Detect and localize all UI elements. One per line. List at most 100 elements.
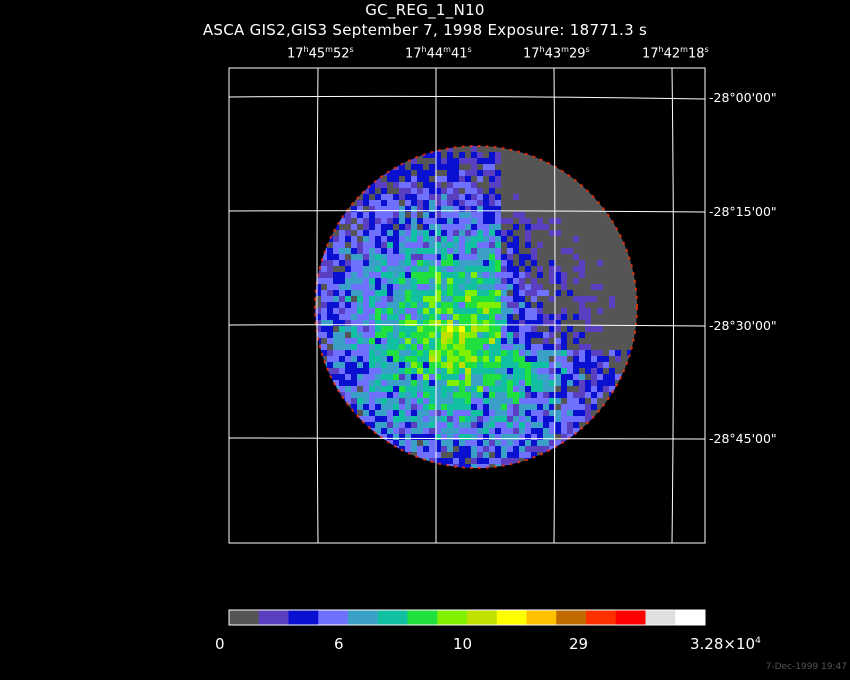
image-pixel [531, 302, 537, 308]
image-pixel [345, 368, 351, 374]
image-pixel [357, 242, 363, 248]
image-pixel [513, 272, 519, 278]
image-pixel [519, 236, 525, 242]
image-pixel [471, 212, 477, 218]
image-pixel [477, 338, 483, 344]
image-pixel [573, 326, 579, 332]
image-pixel [441, 272, 447, 278]
image-pixel [531, 260, 537, 266]
image-pixel [495, 176, 501, 182]
image-pixel [435, 458, 441, 464]
image-pixel [519, 158, 525, 164]
image-pixel [387, 356, 393, 362]
image-pixel [573, 410, 579, 416]
image-pixel [465, 284, 471, 290]
image-pixel [525, 218, 531, 224]
image-pixel [393, 296, 399, 302]
image-pixel [477, 440, 483, 446]
image-pixel [513, 242, 519, 248]
image-pixel [381, 206, 387, 212]
image-pixel [537, 290, 543, 296]
image-pixel [555, 200, 561, 206]
image-pixel [555, 326, 561, 332]
image-pixel [315, 278, 321, 284]
image-pixel [465, 350, 471, 356]
image-pixel [459, 326, 465, 332]
image-pixel [453, 314, 459, 320]
image-pixel [507, 386, 513, 392]
image-pixel [465, 266, 471, 272]
image-pixel [561, 368, 567, 374]
image-pixel [369, 356, 375, 362]
image-pixel [375, 236, 381, 242]
image-pixel [381, 344, 387, 350]
image-pixel [513, 224, 519, 230]
image-pixel [597, 236, 603, 242]
image-pixel [387, 416, 393, 422]
image-pixel [375, 428, 381, 434]
image-pixel [531, 182, 537, 188]
image-pixel [399, 434, 405, 440]
image-pixel [387, 308, 393, 314]
image-pixel [501, 434, 507, 440]
image-pixel [441, 170, 447, 176]
image-pixel [567, 236, 573, 242]
image-pixel [609, 290, 615, 296]
image-pixel [615, 308, 621, 314]
image-pixel [423, 224, 429, 230]
colorbar-swatch [586, 610, 617, 625]
image-pixel [489, 158, 495, 164]
image-pixel [573, 350, 579, 356]
image-pixel [375, 230, 381, 236]
timestamp: 7-Dec-1999 19:47 [765, 662, 847, 672]
image-pixel [387, 284, 393, 290]
image-pixel [381, 434, 387, 440]
image-pixel [321, 308, 327, 314]
image-pixel [363, 410, 369, 416]
image-pixel [573, 428, 579, 434]
image-pixel [579, 188, 585, 194]
image-pixel [435, 188, 441, 194]
image-pixel [357, 218, 363, 224]
image-pixel [531, 320, 537, 326]
image-pixel [477, 230, 483, 236]
image-pixel [453, 440, 459, 446]
image-pixel [477, 278, 483, 284]
image-pixel [579, 416, 585, 422]
image-pixel [519, 182, 525, 188]
image-pixel [519, 410, 525, 416]
image-pixel [465, 362, 471, 368]
image-pixel [417, 302, 423, 308]
image-pixel [441, 380, 447, 386]
image-pixel [459, 302, 465, 308]
image-pixel [573, 284, 579, 290]
image-pixel [477, 158, 483, 164]
image-pixel [519, 242, 525, 248]
image-pixel [465, 254, 471, 260]
image-pixel [501, 422, 507, 428]
image-pixel [429, 206, 435, 212]
image-pixel [483, 368, 489, 374]
image-pixel [381, 380, 387, 386]
image-pixel [363, 308, 369, 314]
image-pixel [453, 368, 459, 374]
image-pixel [519, 380, 525, 386]
image-pixel [561, 320, 567, 326]
image-pixel [429, 182, 435, 188]
image-pixel [579, 224, 585, 230]
image-pixel [429, 248, 435, 254]
image-pixel [543, 212, 549, 218]
image-pixel [351, 254, 357, 260]
image-pixel [507, 422, 513, 428]
image-pixel [573, 188, 579, 194]
image-pixel [453, 200, 459, 206]
image-pixel [489, 404, 495, 410]
image-pixel [417, 230, 423, 236]
image-pixel [585, 404, 591, 410]
image-pixel [549, 170, 555, 176]
image-pixel [489, 314, 495, 320]
image-pixel [591, 218, 597, 224]
image-pixel [477, 206, 483, 212]
image-pixel [345, 326, 351, 332]
image-pixel [447, 440, 453, 446]
